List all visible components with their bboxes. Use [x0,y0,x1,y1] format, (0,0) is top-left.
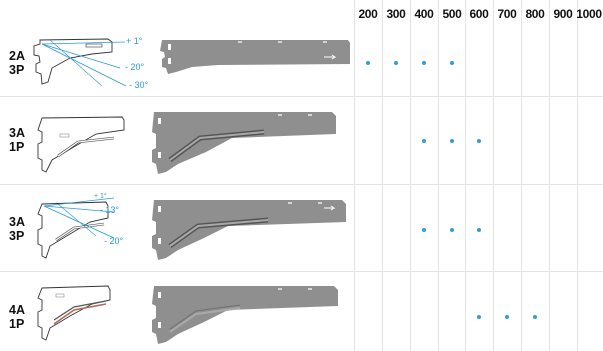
angle-label: - 13° [100,205,120,215]
availability-dot [477,139,481,143]
angle-label: - 20° [125,62,145,72]
availability-dot [422,61,426,65]
availability-dot [422,139,426,143]
availability-dot [450,228,454,232]
model-label-positions: 1P [9,140,25,154]
availability-dot [477,315,481,319]
column-header: 1000 [573,7,603,21]
model-label: 3A 3P [9,215,25,243]
bracket-silhouette [148,108,340,178]
bracket-silhouette [148,196,348,264]
availability-dot [450,139,454,143]
grid-line [521,0,522,351]
grid-line [577,0,578,351]
bracket-line-drawing [34,108,128,178]
model-label-arms: 3A [9,215,25,229]
bracket-silhouette [148,282,342,348]
availability-dot [477,228,481,232]
grid-line [354,0,355,351]
model-label-arms: 2A [9,49,25,63]
model-label-positions: 3P [9,229,25,243]
grid-line [549,0,550,351]
grid-line [465,0,466,351]
bracket-line-drawing [34,280,124,346]
availability-dot [422,228,426,232]
bracket-silhouette [158,34,352,76]
model-label: 2A 3P [9,49,25,77]
grid-line [410,0,411,351]
availability-dot [505,315,509,319]
availability-dot [533,315,537,319]
row-separator [0,184,603,185]
availability-dot [394,61,398,65]
grid-line [382,0,383,351]
model-label-positions: 1P [9,317,25,331]
model-label-positions: 3P [9,63,25,77]
row-separator [0,96,603,97]
availability-dot [366,61,370,65]
grid-line [438,0,439,351]
angle-label: - 30° [129,80,149,90]
model-label-arms: 4A [9,303,25,317]
model-label: 3A 1P [9,126,25,154]
angle-label: + 1° [94,192,107,200]
grid-line [493,0,494,351]
row-separator [0,271,603,272]
model-label: 4A 1P [9,303,25,331]
availability-dot [450,61,454,65]
angle-label: - 20° [104,236,124,246]
model-label-arms: 3A [9,126,25,140]
bracket-line-drawing: + 1° - 20° - 30° [30,28,160,92]
angle-label: + 1° [126,36,143,46]
bracket-line-drawing: + 1° - 13° - 20° [34,190,130,264]
